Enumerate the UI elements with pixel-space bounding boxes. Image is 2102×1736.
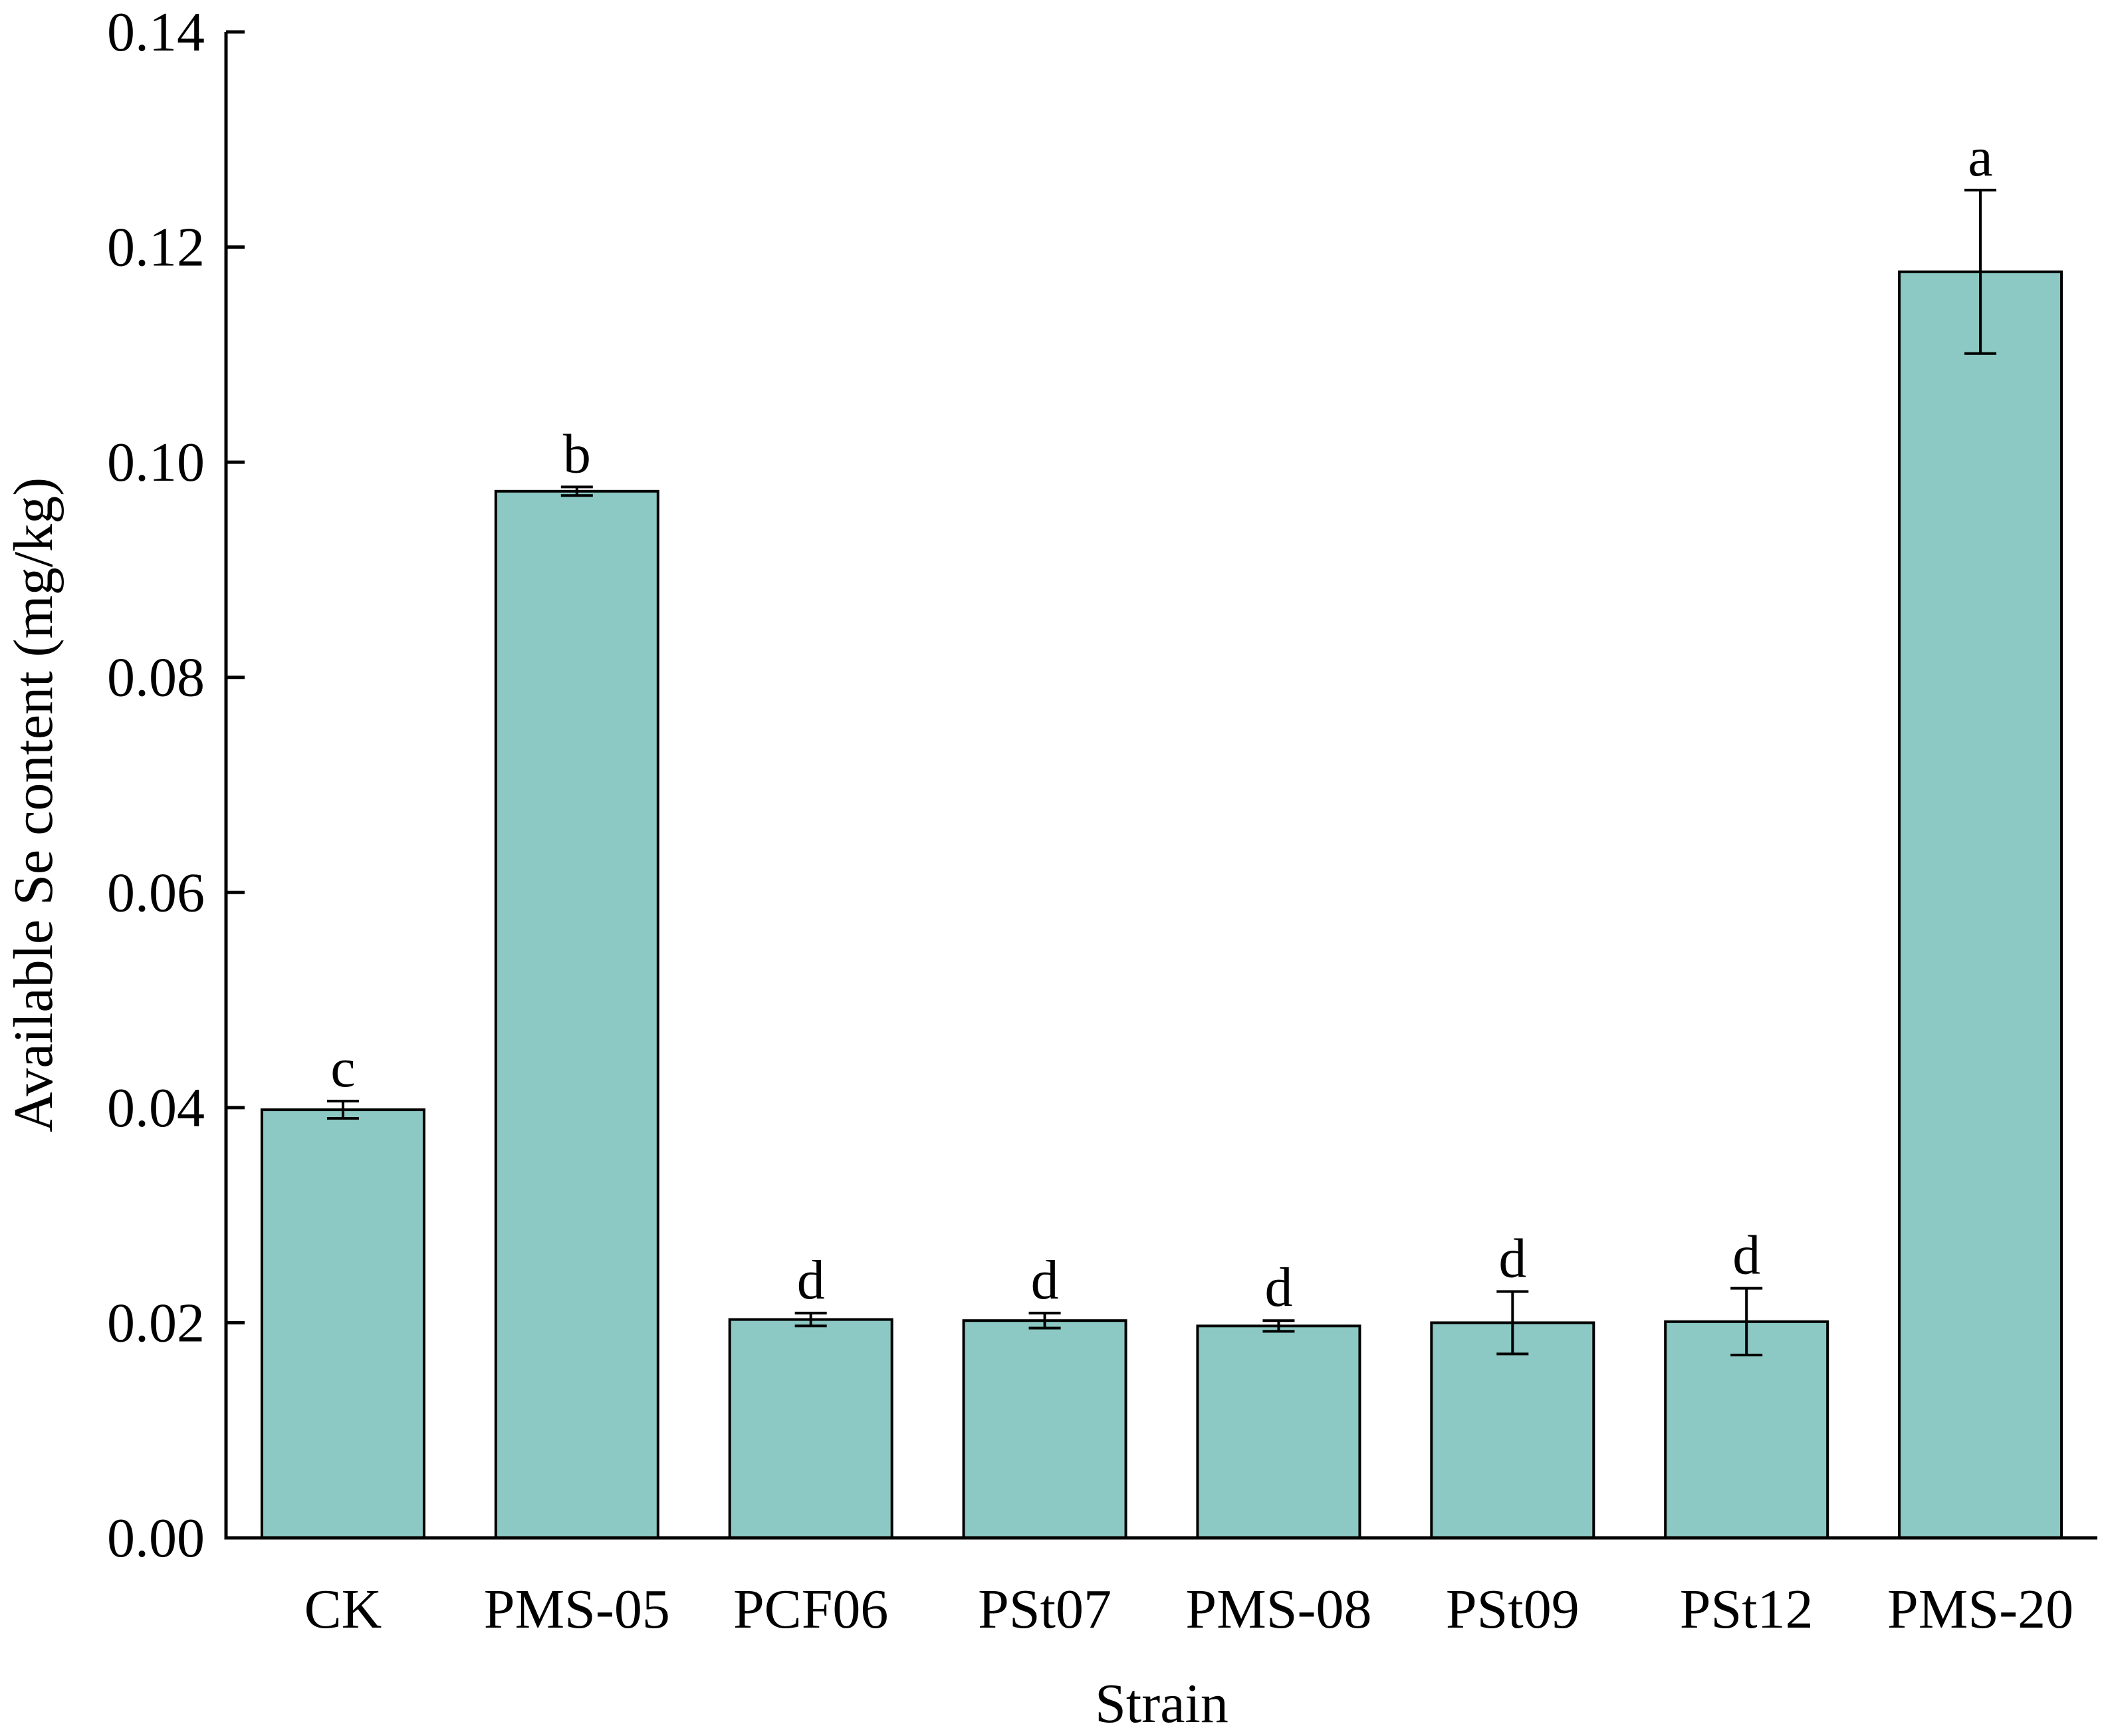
significance-label-pcf06: d (797, 1249, 825, 1311)
error-bar-pms-05 (560, 485, 593, 497)
significance-label-pst09: d (1498, 1228, 1526, 1290)
bar-pcf06 (728, 1318, 893, 1539)
bar-pst07 (962, 1319, 1127, 1539)
significance-label-pst12: d (1732, 1225, 1760, 1287)
significance-label-pms-05: b (563, 423, 591, 485)
significance-labels-group: c b d d d d d a (330, 126, 1992, 1318)
x-tick-label-ck: CK (304, 1578, 382, 1640)
y-tick-label: 0.10 (107, 432, 205, 493)
error-bar-pst07 (1028, 1311, 1061, 1330)
bar-pst09 (1430, 1321, 1595, 1540)
y-axis-title: Available Se content (mg/kg) (3, 477, 64, 1132)
y-tick-label: 0.00 (107, 1507, 205, 1569)
significance-label-ck: c (330, 1037, 355, 1099)
bar-pst12 (1664, 1320, 1829, 1539)
bars-group (260, 270, 2063, 1540)
bar-pms-20 (1898, 270, 2063, 1540)
error-bar-pcf06 (794, 1311, 827, 1328)
error-bar-ck (326, 1100, 359, 1120)
error-bars-group (326, 188, 1997, 1356)
error-bar-pst12 (1730, 1287, 1763, 1356)
y-tick-label: 0.04 (107, 1077, 205, 1139)
y-axis-ticks: 0.00 0.02 0.04 0.06 0.08 0.10 0.12 0.14 (107, 1, 245, 1569)
x-axis-categories: CK PMS-05 PCF06 PSt07 PMS-08 PSt09 PSt12 PMS-20 (304, 1578, 2074, 1640)
y-tick-label: 0.14 (107, 1, 205, 63)
error-bar-pms-20 (1964, 188, 1997, 355)
significance-label-pms-20: a (1968, 126, 1992, 188)
error-bar-pms-08 (1262, 1319, 1295, 1333)
y-tick-label: 0.02 (107, 1292, 205, 1354)
x-tick-label-pms-20: PMS-20 (1887, 1578, 2073, 1640)
axis-lines (224, 32, 2097, 1540)
x-tick-label-pst07: PSt07 (978, 1578, 1111, 1640)
x-tick-label-pcf06: PCF06 (733, 1578, 888, 1640)
y-tick-label: 0.06 (107, 862, 205, 924)
bar-pms-05 (494, 489, 659, 1540)
bar-ck (260, 1108, 425, 1540)
bar-pms-08 (1196, 1324, 1361, 1539)
x-tick-label-pms-05: PMS-05 (484, 1578, 670, 1640)
x-axis-title: Strain (1095, 1673, 1228, 1735)
y-tick-label: 0.12 (107, 217, 205, 279)
significance-label-pst07: d (1031, 1249, 1059, 1311)
error-bar-pst09 (1496, 1290, 1529, 1356)
x-tick-label-pst12: PSt12 (1680, 1578, 1813, 1640)
x-tick-label-pst09: PSt09 (1446, 1578, 1579, 1640)
significance-label-pms-08: d (1264, 1257, 1292, 1318)
y-tick-label: 0.08 (107, 647, 205, 709)
x-tick-label-pms-08: PMS-08 (1185, 1578, 1371, 1640)
